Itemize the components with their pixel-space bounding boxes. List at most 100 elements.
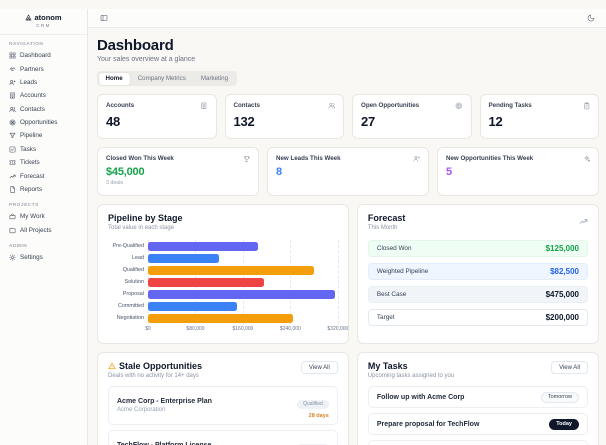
tasks-view-all-button[interactable]: View All xyxy=(551,361,588,374)
highlight-value: $45,000 xyxy=(106,166,145,178)
stale-opportunity-row[interactable]: Acme Corp - Enterprise Plan Acme Corporat… xyxy=(108,386,338,425)
task-row[interactable]: Prepare proposal for TechFlow Today xyxy=(367,413,588,435)
chart-x-tick-label: $240,000 xyxy=(279,326,301,332)
kpi-value: 48 xyxy=(106,113,121,129)
users-icon xyxy=(9,106,16,112)
theme-toggle-button[interactable] xyxy=(585,13,596,24)
target-icon xyxy=(9,119,16,126)
opportunity-name: Acme Corp - Enterprise Plan xyxy=(117,397,212,405)
stage-badge: Qualified xyxy=(297,399,329,409)
forecast-row-target: Target $200,000 xyxy=(367,309,588,326)
sidebar-section-projects: Projects My Work All Projects xyxy=(0,203,87,237)
highlight-sub: 3 deals xyxy=(106,180,124,186)
sidebar-item-forecast[interactable]: Forecast xyxy=(0,169,87,182)
sidebar-item-opportunities[interactable]: Opportunities xyxy=(0,116,87,129)
chart-bar[interactable] xyxy=(148,277,264,287)
chart-x-tick-label: $320,000 xyxy=(327,326,349,332)
chart-category-label: Qualified xyxy=(122,267,144,273)
page-content: Dashboard Your sales overview at a glanc… xyxy=(88,28,606,445)
sidebar-item-tasks[interactable]: Tasks xyxy=(0,143,87,156)
chart-bar[interactable] xyxy=(148,289,335,299)
main-area: Dashboard Your sales overview at a glanc… xyxy=(88,9,606,445)
bottom-row: Stale Opportunities Deals with no activi… xyxy=(97,352,599,445)
logo-text: atonom xyxy=(34,13,62,22)
kpi-card-contacts: Contacts 132 xyxy=(224,94,344,139)
highlight-value: 5 xyxy=(446,166,452,178)
opportunity-name: TechFlow - Platform License xyxy=(117,442,211,445)
sidebar-section-admin: Admin Settings xyxy=(0,244,87,264)
sidebar-item-label: Tickets xyxy=(20,159,40,167)
chart-bar-row xyxy=(148,288,338,300)
sidebar-item-label: Opportunities xyxy=(20,119,58,127)
forecast-row-value: $200,000 xyxy=(545,313,579,322)
sidebar-item-label: Reports xyxy=(20,185,43,193)
highlight-label: New Opportunities This Week xyxy=(446,154,534,162)
forecast-row-value: $125,000 xyxy=(545,244,579,253)
chart-bar[interactable] xyxy=(148,301,237,311)
chart-bar[interactable] xyxy=(148,265,315,275)
highlight-card-closed-won-this-week: Closed Won This Week $45,000 3 deals xyxy=(97,146,259,196)
forecast-row-best-case: Best Case $475,000 xyxy=(367,286,588,303)
panel-left-icon xyxy=(100,15,107,21)
task-due-badge: Tomorrow xyxy=(540,391,579,403)
chart-bar[interactable] xyxy=(148,241,258,251)
building-icon xyxy=(10,92,15,99)
highlight-card-new-opportunities-this-week: New Opportunities This Week 5 xyxy=(437,146,599,196)
tab-marketing[interactable]: Marketing xyxy=(200,75,229,82)
sidebar-item-tickets[interactable]: Tickets xyxy=(0,156,87,169)
chart-bar[interactable] xyxy=(148,313,294,323)
highlight-value: 8 xyxy=(276,166,282,178)
user-plus-icon xyxy=(413,155,420,162)
check-square-icon xyxy=(9,146,16,153)
stale-opportunity-row[interactable]: TechFlow - Platform LicenseTechFlow Solu… xyxy=(108,430,338,445)
forecast-subtitle: This Month xyxy=(367,225,398,231)
stale-view-all-button[interactable]: View All xyxy=(300,361,338,374)
kpi-card-accounts: Accounts 48 xyxy=(97,94,217,139)
chart-category-label: Lead xyxy=(132,255,144,261)
folder-icon xyxy=(9,227,16,233)
stage-badge: Proposal xyxy=(297,443,329,445)
sidebar-item-label: Forecast xyxy=(20,172,45,180)
chart-bar[interactable] xyxy=(148,253,220,263)
task-row[interactable]: Schedule demo with Horizon LabsFeb 25 xyxy=(367,440,588,445)
users-icon xyxy=(327,103,335,109)
sidebar-item-label: Leads xyxy=(20,78,38,86)
ticket-icon xyxy=(9,160,16,165)
sidebar-item-pipeline[interactable]: Pipeline xyxy=(0,129,87,142)
task-name: Follow up with Acme Corp xyxy=(376,393,465,401)
sidebar-section-label: Admin xyxy=(9,243,28,249)
funnel-icon xyxy=(9,133,16,139)
page-subtitle: Your sales overview at a glance xyxy=(97,56,196,63)
sidebar-item-label: Pipeline xyxy=(20,132,43,140)
sidebar-item-all-projects[interactable]: All Projects xyxy=(0,224,87,237)
logo: atonom CRM xyxy=(0,9,87,35)
pipeline-chart: Pre-Qualified Lead Qualified Solution Propos… xyxy=(108,240,339,324)
sidebar-item-my-work[interactable]: My Work xyxy=(0,210,87,223)
sidebar-toggle-button[interactable] xyxy=(98,13,109,24)
forecast-row-value: $82,500 xyxy=(550,267,579,276)
chart-category-label: Solution xyxy=(124,279,144,285)
highlight-row: Closed Won This Week $45,000 3 deals New Le… xyxy=(97,146,599,196)
alert-triangle-icon xyxy=(108,362,116,369)
tab-home[interactable]: Home xyxy=(98,72,130,85)
sidebar-item-leads[interactable]: Leads xyxy=(0,76,87,89)
sidebar-item-accounts[interactable]: Accounts xyxy=(0,89,87,102)
sidebar-item-dashboard[interactable]: Dashboard xyxy=(0,49,87,62)
handshake-icon xyxy=(9,67,16,71)
forecast-title: Forecast xyxy=(367,213,406,223)
days-stale: 28 days xyxy=(308,413,329,419)
sidebar-item-reports[interactable]: Reports xyxy=(0,183,87,196)
task-row[interactable]: Follow up with Acme Corp Tomorrow xyxy=(367,386,588,408)
middle-row: Pipeline by Stage Total value in each st… xyxy=(97,204,599,344)
pipeline-title: Pipeline by Stage xyxy=(108,213,183,223)
chart-x-tick-label: $0 xyxy=(145,326,151,332)
sidebar-item-contacts[interactable]: Contacts xyxy=(0,103,87,116)
sidebar-section-navigation: Navigation Dashboard Partners Leads Accounts… xyxy=(0,42,87,196)
tab-company-metrics[interactable]: Company Metrics xyxy=(137,75,186,82)
sidebar-item-settings[interactable]: Settings xyxy=(0,251,87,264)
sidebar-item-partners[interactable]: Partners xyxy=(0,62,87,75)
task-name: Prepare proposal for TechFlow xyxy=(376,420,480,428)
chart-bar-row xyxy=(148,312,338,324)
sidebar-item-label: Contacts xyxy=(20,105,45,113)
tasks-title: My Tasks xyxy=(367,361,408,371)
